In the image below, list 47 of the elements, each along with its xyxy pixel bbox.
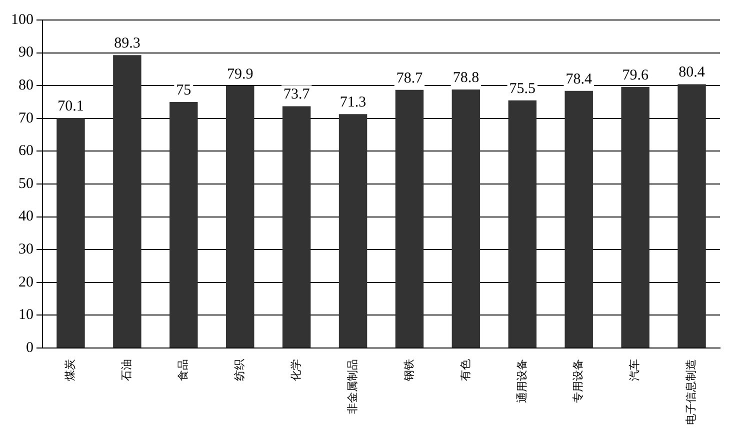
x-tick-label: 电子信息制造 (684, 359, 698, 425)
bar (56, 118, 85, 348)
data-label: 78.8 (452, 70, 480, 86)
y-tick-label: 20 (18, 274, 34, 290)
x-tick-label: 有色 (460, 359, 472, 381)
data-label: 79.6 (622, 67, 649, 84)
x-tick-label: 纺织 (232, 359, 246, 381)
y-tick-label: 10 (18, 307, 34, 324)
y-tick-label: 80 (18, 78, 34, 94)
data-label: 78.4 (566, 71, 592, 88)
y-tick-label: 0 (26, 340, 34, 356)
data-label: 73.7 (283, 86, 310, 103)
x-tick-label: 食品 (178, 359, 190, 381)
data-label: 75.5 (509, 80, 536, 97)
data-label: 79.9 (226, 66, 254, 82)
x-tick-label: 非金属制品 (346, 359, 359, 414)
data-label: 71.3 (340, 94, 366, 111)
bar (338, 114, 368, 348)
data-label: 78.7 (396, 70, 424, 86)
x-tick-label: 通用设备 (515, 359, 528, 403)
x-tick-label: 石油 (120, 359, 134, 381)
x-tick-label: 汽车 (628, 359, 642, 381)
data-label: 80.4 (678, 64, 706, 81)
bar (113, 55, 142, 348)
data-label: 89.3 (114, 36, 140, 52)
y-tick-label: 90 (18, 44, 34, 61)
data-label: 75 (176, 82, 192, 98)
bar (170, 102, 198, 348)
bar (508, 100, 537, 348)
y-tick-label: 50 (18, 176, 34, 192)
y-tick-label: 70 (18, 110, 34, 126)
x-tick-label: 钢铁 (403, 359, 416, 382)
bar (452, 90, 480, 348)
bar (226, 86, 254, 348)
bar (395, 90, 424, 348)
bar (678, 84, 706, 348)
y-tick-label: 30 (18, 242, 34, 258)
x-tick-label: 煤炭 (64, 359, 77, 381)
y-tick-label: 40 (18, 208, 34, 225)
x-tick-label: 专用设备 (572, 359, 585, 403)
y-tick-label: 60 (18, 143, 34, 160)
y-tick-label: 100 (11, 12, 34, 28)
bar (282, 106, 311, 348)
bar (621, 86, 650, 348)
data-label: 70.1 (58, 98, 84, 115)
bar (564, 90, 593, 348)
x-tick-label: 化学 (290, 359, 302, 381)
